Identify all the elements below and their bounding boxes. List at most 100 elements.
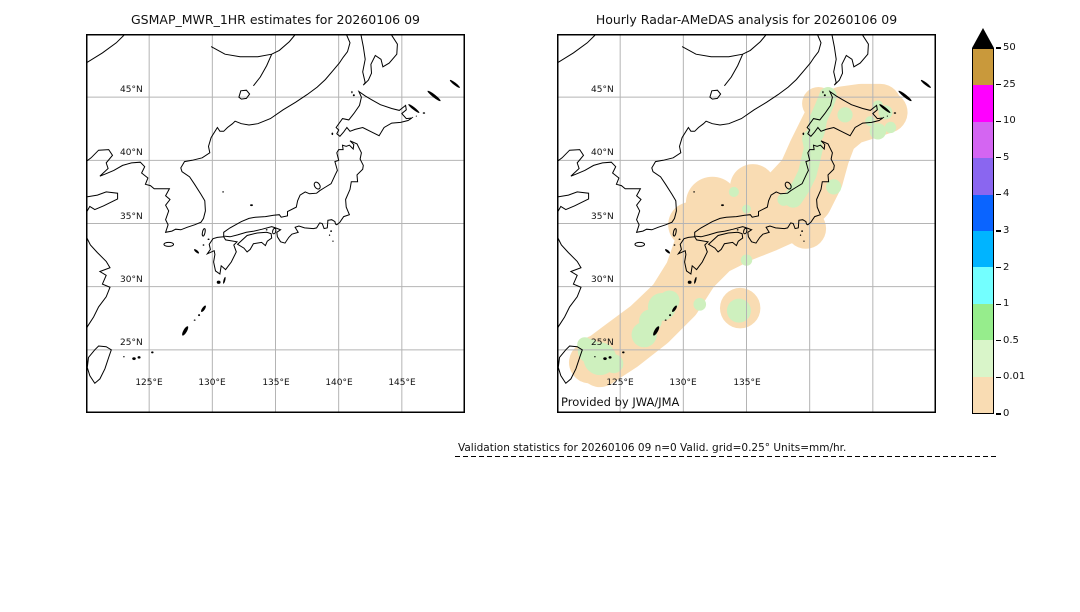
island-rebun	[351, 90, 353, 94]
island-goto	[665, 249, 671, 254]
island-okinoerabu	[664, 319, 667, 321]
graticule	[557, 34, 936, 413]
island-kunashiri	[408, 104, 420, 113]
coastline-lake-khanka	[238, 89, 251, 100]
island-iki	[207, 238, 210, 241]
island-izu-niijima	[799, 234, 802, 236]
coastline-shikoku	[707, 231, 744, 253]
lon-tick-label: 135°E	[262, 378, 290, 388]
coastline-honshu	[223, 140, 364, 244]
coastline-hokkaido	[335, 90, 413, 137]
coastline-amur-river	[210, 34, 297, 58]
island-hirado	[673, 244, 676, 246]
island-oki	[249, 204, 254, 207]
island-izu-miyake	[332, 240, 334, 242]
lat-tick-label: 45°N	[591, 85, 614, 95]
island-shodoshima	[265, 229, 268, 231]
colorbar-segment	[973, 376, 993, 413]
island-yakushima	[216, 280, 221, 284]
island-iturup	[427, 90, 441, 102]
island-rishiri	[352, 94, 355, 97]
precip-shading	[568, 83, 908, 388]
colorbar-tick-label: 0.01	[1003, 371, 1026, 383]
colorbar-segment	[973, 230, 993, 268]
lon-tick-label: 125°E	[135, 378, 163, 388]
colorbar-segment	[973, 85, 993, 122]
island-sado	[313, 181, 321, 190]
coastline-kyushu	[676, 236, 710, 275]
island-iturup	[898, 90, 912, 102]
island-okushiri	[802, 132, 805, 136]
coastline-sakhalin	[831, 34, 869, 86]
island-habomai-1	[882, 116, 885, 118]
island-iki	[678, 238, 681, 241]
lat-tick-label: 35°N	[120, 212, 143, 222]
colorbar-tick-label: 50	[1003, 42, 1016, 53]
colorbar-segment	[973, 49, 993, 86]
island-okushiri	[331, 132, 334, 136]
map-border	[557, 34, 936, 413]
island-sado	[784, 181, 792, 190]
island-izu-niijima	[328, 234, 331, 236]
colorbar-tick-label: 0.5	[1003, 334, 1019, 346]
coastline-amur-river	[681, 34, 768, 58]
radar-amedas-map-panel: 25°N 30°N 35°N 40°N 45°N 125°E 130°E 135°E Provi…	[557, 34, 936, 413]
colorbar-tick-label: 4	[1003, 188, 1010, 200]
colorbar-tick	[996, 157, 1001, 159]
coastline-shikoku	[236, 231, 273, 253]
island-tsushima	[672, 228, 677, 237]
colorbar-tick-label: 0	[1003, 408, 1010, 419]
island-yonaguni	[594, 356, 596, 358]
graticule	[86, 34, 465, 413]
lon-tick-label: 135°E	[733, 378, 761, 388]
island-habomai-2	[415, 115, 417, 117]
island-urup	[449, 79, 460, 88]
lat-tick-label: 40°N	[591, 148, 614, 158]
colorbar-tick	[996, 340, 1001, 342]
colorbar-tick-label: 25	[1003, 78, 1016, 90]
colorbar-segment	[973, 121, 993, 159]
island-ishigaki	[137, 356, 141, 359]
island-cheju	[634, 241, 646, 247]
lon-tick-label: 130°E	[198, 378, 226, 388]
coastline-kyushu	[205, 236, 239, 275]
island-ishigaki	[608, 356, 612, 359]
lat-tick-label: 40°N	[120, 148, 143, 158]
island-cheju	[163, 241, 175, 247]
coastline-ussuri-river	[724, 53, 744, 87]
island-yakushima	[687, 280, 692, 284]
coastline-china-south-coast	[86, 235, 111, 330]
island-okinawa	[653, 326, 660, 336]
coastlines	[86, 34, 460, 385]
island-tokunoshima	[669, 314, 672, 317]
radar-amedas-map-panel-canvas	[557, 34, 936, 413]
colorbar-segment	[973, 194, 993, 231]
coastline-honshu	[694, 140, 835, 244]
colorbar-tick-label: 1	[1003, 298, 1010, 310]
colorbar-tick	[996, 376, 1001, 379]
coastline-china-south-coast	[557, 235, 582, 330]
lon-tick-label: 125°E	[606, 378, 634, 388]
coastline-sakhalin	[360, 34, 398, 86]
island-kunashiri	[879, 104, 891, 113]
map-border	[86, 34, 465, 413]
island-izu-oshima	[330, 230, 332, 232]
coastline-shandong	[557, 191, 590, 216]
colorbar-segment	[973, 340, 993, 377]
island-izu-oshima	[801, 230, 803, 232]
colorbar-tick	[996, 84, 1001, 86]
island-okinawa	[182, 326, 189, 336]
island-iriomote	[603, 357, 607, 361]
island-tokunoshima	[198, 314, 201, 317]
island-yonaguni	[123, 356, 125, 358]
lon-tick-label: 145°E	[388, 378, 416, 388]
lat-tick-label: 30°N	[120, 275, 143, 285]
lat-tick-label: 25°N	[120, 338, 143, 348]
island-ulleung	[222, 191, 224, 193]
island-miyako	[151, 351, 154, 354]
lat-tick-label: 45°N	[120, 85, 143, 95]
island-ulleung	[693, 191, 695, 193]
colorbar-tick	[996, 120, 1001, 122]
colorbar-tick	[996, 193, 1001, 196]
